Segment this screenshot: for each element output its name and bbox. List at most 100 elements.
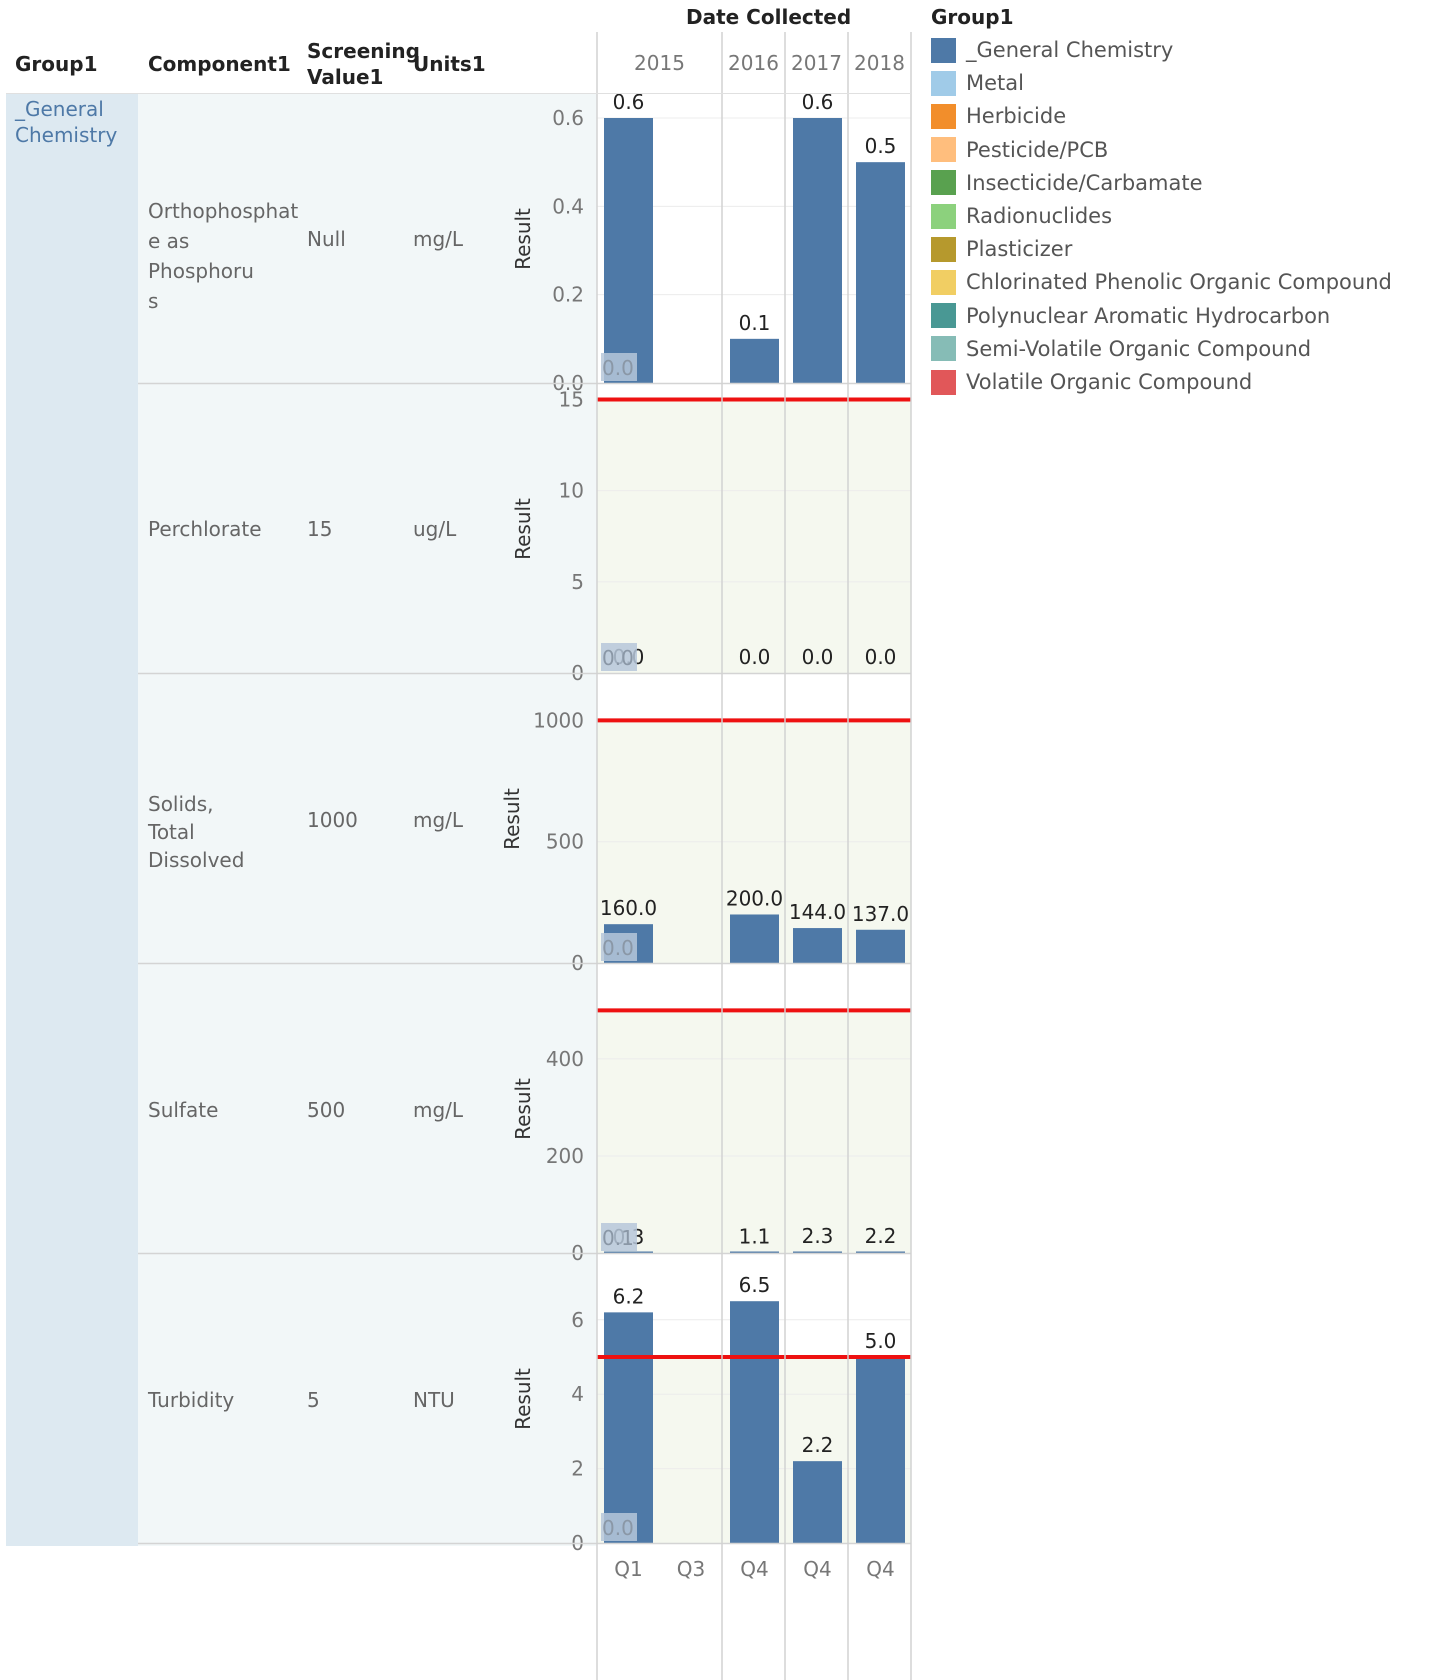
component-line: Turbidity [148, 1388, 235, 1412]
legend-label: Plasticizer [966, 237, 1073, 262]
small-sample-box [601, 1223, 637, 1251]
legend-item[interactable]: Pesticide/PCB [931, 135, 1108, 165]
y-tick-label: 400 [546, 1047, 584, 1071]
screening-cell: Null [307, 227, 346, 251]
y-tick-label: 0.4 [552, 194, 584, 218]
year-header: 2018 [854, 51, 905, 75]
legend-item[interactable]: Herbicide [931, 101, 1066, 131]
y-tick-label: 6 [571, 1308, 584, 1332]
units-cell: mg/L [413, 1098, 464, 1122]
chart-area: 2015 2016 2017 20180.00.20.40.6Result0.60.1… [6, 32, 912, 1680]
y-axis-title: Result [511, 208, 535, 270]
y-tick-label: 2 [571, 1457, 584, 1481]
small-sample-label: 0.0 [602, 646, 634, 670]
units-cell: ug/L [413, 517, 457, 541]
legend-label: Semi-Volatile Organic Compound [966, 336, 1312, 361]
small-sample-box [601, 353, 637, 381]
data-label: 2.2 [865, 1224, 897, 1248]
data-bar [856, 162, 905, 383]
legend-swatch [931, 170, 956, 196]
legend-item[interactable]: Radionuclides [931, 201, 1112, 231]
group-band [6, 94, 138, 1546]
header-screening-line2: Value1 [307, 65, 384, 89]
below-screening-shading [597, 1010, 911, 1253]
y-tick-label: 15 [559, 387, 584, 411]
year-header: 2016 [728, 51, 779, 75]
group-label-line2: Chemistry [15, 123, 118, 147]
component-cell: Perchlorate [148, 514, 262, 544]
small-sample-box [601, 1513, 637, 1541]
data-bar [730, 1251, 779, 1253]
legend-item[interactable]: Metal [931, 68, 1024, 98]
component-cell: Orthophosphat e as Phosphoru s [148, 196, 298, 316]
below-screening-shading [597, 399, 911, 673]
legend-swatch [931, 70, 956, 96]
legend-item[interactable]: Plasticizer [931, 234, 1072, 264]
quarter-label: Q3 [677, 1557, 705, 1581]
data-bar [856, 1251, 905, 1253]
legend: Group1 _General Chemistry Metal Herbicide P… [931, 4, 1451, 404]
data-label: 0.0 [739, 645, 771, 669]
legend-label: Polynuclear Aromatic Hydrocarbon [966, 303, 1331, 328]
legend-item[interactable]: _General Chemistry [931, 35, 1173, 65]
component-line: Solids, Total [148, 792, 214, 844]
legend-label: Volatile Organic Compound [966, 370, 1253, 394]
quarter-label: Q1 [614, 1557, 642, 1581]
data-label: 2.3 [802, 1224, 834, 1248]
data-label: 200.0 [726, 886, 783, 910]
legend-item[interactable]: Volatile Organic Compound [931, 367, 1252, 397]
y-tick-label: 10 [559, 479, 584, 503]
component-line: Orthophosphat [148, 199, 299, 223]
data-label: 0.0 [865, 645, 897, 669]
legend-item[interactable]: Chlorinated Phenolic Organic Compound [931, 267, 1392, 297]
data-label: 0.5 [865, 134, 897, 158]
y-axis-title: Result [500, 788, 524, 850]
y-axis-title: Result [511, 1078, 535, 1140]
small-sample-box [601, 933, 637, 961]
legend-label: _General Chemistry [966, 38, 1174, 62]
header-units: Units1 [413, 52, 486, 76]
legend-swatch [931, 203, 956, 229]
data-label: 0.1 [739, 311, 771, 335]
quarter-label: Q4 [740, 1557, 768, 1581]
small-sample-label: 0.1 [602, 1226, 634, 1250]
legend-label: Metal [966, 71, 1024, 96]
units-cell: NTU [413, 1388, 455, 1412]
data-label: 6.2 [613, 1284, 645, 1308]
legend-item[interactable]: Polynuclear Aromatic Hydrocarbon [931, 301, 1330, 331]
data-bar [793, 928, 842, 963]
year-header: 2015 [634, 51, 685, 75]
component-line: s [148, 289, 159, 313]
data-bar [793, 1461, 842, 1543]
small-sample-label: 0.0 [602, 1516, 634, 1540]
screening-cell: 15 [307, 517, 333, 541]
legend-swatch [931, 103, 956, 129]
legend-item[interactable]: Insecticide/Carbamate [931, 168, 1203, 198]
data-label: 144.0 [789, 900, 846, 924]
header-screening-line1: Screening [307, 39, 420, 63]
legend-label: Pesticide/PCB [966, 137, 1109, 162]
component-line: e as Phosphoru [148, 229, 254, 283]
data-label: 137.0 [852, 902, 909, 926]
group-label[interactable]: _General Chemistry [15, 96, 117, 148]
units-cell: mg/L [413, 227, 464, 251]
header-component: Component1 [148, 52, 291, 76]
component-line: Perchlorate [148, 517, 262, 541]
data-label: 2.2 [802, 1433, 834, 1457]
component-cell: Sulfate [148, 1095, 218, 1125]
small-sample-box [601, 643, 637, 671]
y-tick-label: 0.2 [552, 283, 584, 307]
component-cell: Solids, Total Dissolved [148, 790, 244, 874]
data-bar [730, 1301, 779, 1543]
y-tick-label: 4 [571, 1382, 584, 1406]
data-bar [730, 914, 779, 963]
data-bar [730, 338, 779, 383]
y-tick-label: 0.6 [552, 106, 584, 130]
screening-cell: 5 [307, 1388, 320, 1412]
data-label: 5.0 [865, 1329, 897, 1353]
legend-swatch [931, 369, 956, 395]
legend-label: Chlorinated Phenolic Organic Compound [966, 270, 1392, 295]
units-cell: mg/L [413, 808, 464, 832]
data-bar [793, 118, 842, 383]
legend-item[interactable]: Semi-Volatile Organic Compound [931, 334, 1311, 364]
